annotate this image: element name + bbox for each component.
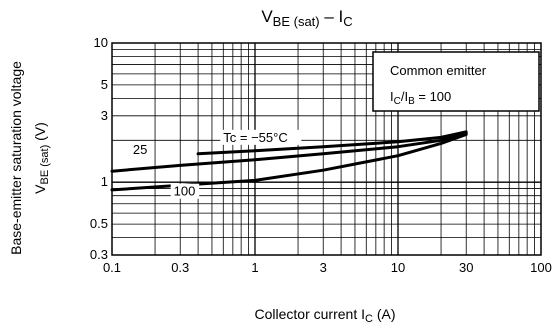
series-line-0 [196,130,468,156]
series-line-1 [110,131,468,173]
y-axis-label-line2: VBE (sat) (V) [32,122,51,194]
chart-title-subscript-2: C [343,14,352,29]
y-tick-label: 0.3 [90,247,108,262]
plot-frame [111,42,542,256]
x-axis-label-subscript: C [365,313,373,325]
x-tick-label: 3 [320,260,327,275]
y-tick-label: 1 [101,174,108,189]
x-tick-label: 10 [391,260,405,275]
y-tick-label: 10 [94,35,108,50]
series-lines: Tc = −55°C 25 100 [110,129,468,199]
legend-box: Common emitter IC/IB = 100 [372,51,540,112]
series-label-bg [129,141,151,157]
legend-line-1: Common emitter [390,63,487,78]
y-axis-label-line1: Base-emitter saturation voltage [8,61,24,255]
y-tick-label: 5 [101,77,108,92]
x-axis-label: Collector current IC (A) [255,306,396,325]
chart-title-subscript: BE (sat) [273,14,320,29]
y-axis-label-subscript: BE (sat) [39,145,51,185]
x-tick-label: 1 [251,260,258,275]
x-tick-label: 100 [530,260,552,275]
series-label: 100 [174,184,196,199]
series-label: Tc = −55°C [223,130,287,145]
legend-box-frame [372,51,540,112]
x-tick-label: 30 [459,260,473,275]
legend-line-2: IC/IB = 100 [390,89,451,107]
series-label-bg [170,183,200,199]
y-tick-label: 0.5 [90,216,108,231]
series-label: 25 [133,142,147,157]
series-label-bg [220,129,302,145]
x-tick-label: 0.1 [103,260,121,275]
x-tick-label: 0.3 [171,260,189,275]
chart-title: VBE (sat) – IC [261,7,352,29]
y-tick-label: 3 [101,108,108,123]
